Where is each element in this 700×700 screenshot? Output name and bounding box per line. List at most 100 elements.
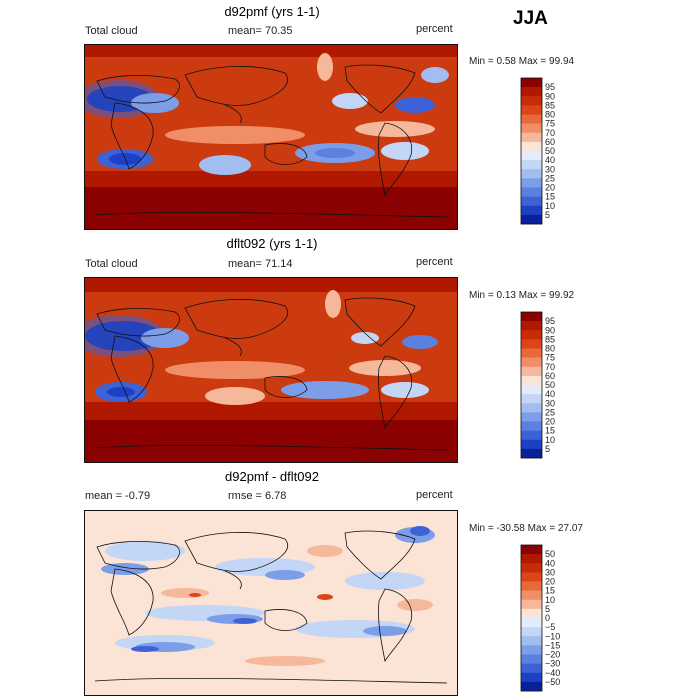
panel-3-title: d92pmf - dflt092 [225,469,319,484]
colorbar-swatch [521,572,542,582]
colorbar-swatch [521,375,542,386]
colorbar-swatch [521,618,542,628]
colorbar-tick-label: 0 [545,613,550,623]
colorbar-tick-label: 80 [545,110,555,120]
colorbar-tick-label: 70 [545,362,555,372]
colorbar-tick-label: 20 [545,417,555,427]
colorbar-swatch [521,563,542,573]
colorbar-swatch [521,96,542,106]
colorbar-tick-label: 10 [545,201,555,211]
colorbar-tick-label: 50 [545,146,555,156]
colorbar-swatch [521,321,542,331]
colorbar-swatch [521,421,542,431]
colorbar-tick-label: 20 [545,183,555,193]
colorbar-frame [520,544,543,692]
panel-1-map [84,44,458,230]
colorbar-tick-label: −10 [545,631,560,641]
colorbar-tick-label: 80 [545,344,555,354]
colorbar-swatch [521,645,542,655]
colorbar-swatch [521,123,542,134]
colorbar-tick-label: 60 [545,137,555,147]
colorbar-tick-label: 75 [545,119,555,129]
colorbar-tick-label: 20 [545,577,555,587]
colorbar-swatch [521,681,542,692]
panel-3-units-label: percent [416,489,453,501]
colorbar-tick-label: 30 [545,398,555,408]
colorbar-tick-label: −15 [545,640,560,650]
colorbar-swatch [521,169,542,179]
colorbar-swatch [521,636,542,646]
colorbar-swatch [521,330,542,340]
panel-1-title: d92pmf (yrs 1-1) [224,4,320,19]
colorbar-tick-label: 25 [545,173,555,183]
colorbar-tick-label: 60 [545,371,555,381]
colorbar-swatch [521,87,542,97]
colorbar-swatch [521,205,542,216]
colorbar-swatch [521,105,542,115]
colorbar-tick-label: 70 [545,128,555,138]
panel-1-variable-label: Total cloud [85,25,138,37]
panel-3-rmse-label: rmse = 6.78 [228,490,287,502]
colorbar-swatch [521,160,542,170]
colorbar-tick-label: 10 [545,595,555,605]
colorbar-tick-label: 5 [545,604,550,614]
colorbar-tick-label: 15 [545,586,555,596]
colorbar-swatch [521,214,542,225]
colorbar-tick-label: 95 [545,82,555,92]
colorbar-frame [520,77,543,225]
colorbar-tick-label: −5 [545,622,555,632]
colorbar-swatch [521,366,542,377]
southern-ocean-high-cloud [85,185,457,229]
panel-2-mean-label: mean= 71.14 [228,258,293,270]
colorbar-tick-label: 85 [545,334,555,344]
colorbar-swatch [521,663,542,674]
panel-1-colorbar: 95 90 85 80 75 70 60 50 40 30 25 20 15 10 5 [520,77,555,225]
colorbar-tick-label: 85 [545,100,555,110]
panel-2-variable-label: Total cloud [85,258,138,270]
colorbar-tick-label: 30 [545,567,555,577]
colorbar-swatch [521,196,542,207]
colorbar-swatch [521,339,542,349]
colorbar-swatch [521,430,542,441]
panel-3-colorbar: 50 40 30 20 15 10 5 0 −5 −10 −15 −20 −30 −40 −50 [520,544,560,692]
panel-2-map [84,277,458,463]
colorbar-tick-label: −20 [545,650,560,660]
colorbar-swatch [521,448,542,459]
colorbar-swatch [521,394,542,404]
colorbar-swatch [521,357,542,368]
colorbar-swatch [521,412,542,422]
colorbar-swatch [521,385,542,395]
colorbar-tick-label: 30 [545,164,555,174]
colorbar-tick-label: 15 [545,192,555,202]
panel-2-colorbar: 95 90 85 80 75 70 60 50 40 30 25 20 15 10 5 [520,311,555,459]
colorbar-tick-label: 5 [545,210,550,220]
colorbar-tick-label: 40 [545,558,555,568]
colorbar-tick-label: −50 [545,677,560,687]
colorbar-swatch [521,403,542,413]
colorbar-tick-label: 90 [545,91,555,101]
panel-3-min-max: Min = -30.58 Max = 27.07 [469,523,583,534]
colorbar-tick-label: 10 [545,435,555,445]
colorbar-swatch [521,608,542,619]
colorbar-swatch [521,114,542,124]
colorbar-tick-label: 95 [545,316,555,326]
colorbar-swatch [521,151,542,161]
colorbar-swatch [521,599,542,610]
panel-1-units-label: percent [416,23,453,35]
colorbar-swatch [521,554,542,564]
panel-1-mean-label: mean= 70.35 [228,25,293,37]
colorbar-swatch [521,78,542,88]
colorbar-tick-label: 5 [545,444,550,454]
colorbar-tick-label: 25 [545,407,555,417]
panel-2-units-label: percent [416,256,453,268]
colorbar-swatch [521,178,542,188]
colorbar-tick-label: 15 [545,426,555,436]
colorbar-swatch [521,439,542,450]
colorbar-swatch [521,132,542,143]
panel-1-min-max: Min = 0.58 Max = 99.94 [469,56,575,67]
colorbar-swatch [521,187,542,197]
colorbar-tick-label: 50 [545,549,555,559]
panel-2-title: dflt092 (yrs 1-1) [226,236,318,251]
colorbar-swatch [521,672,542,683]
colorbar-tick-label: 75 [545,353,555,363]
